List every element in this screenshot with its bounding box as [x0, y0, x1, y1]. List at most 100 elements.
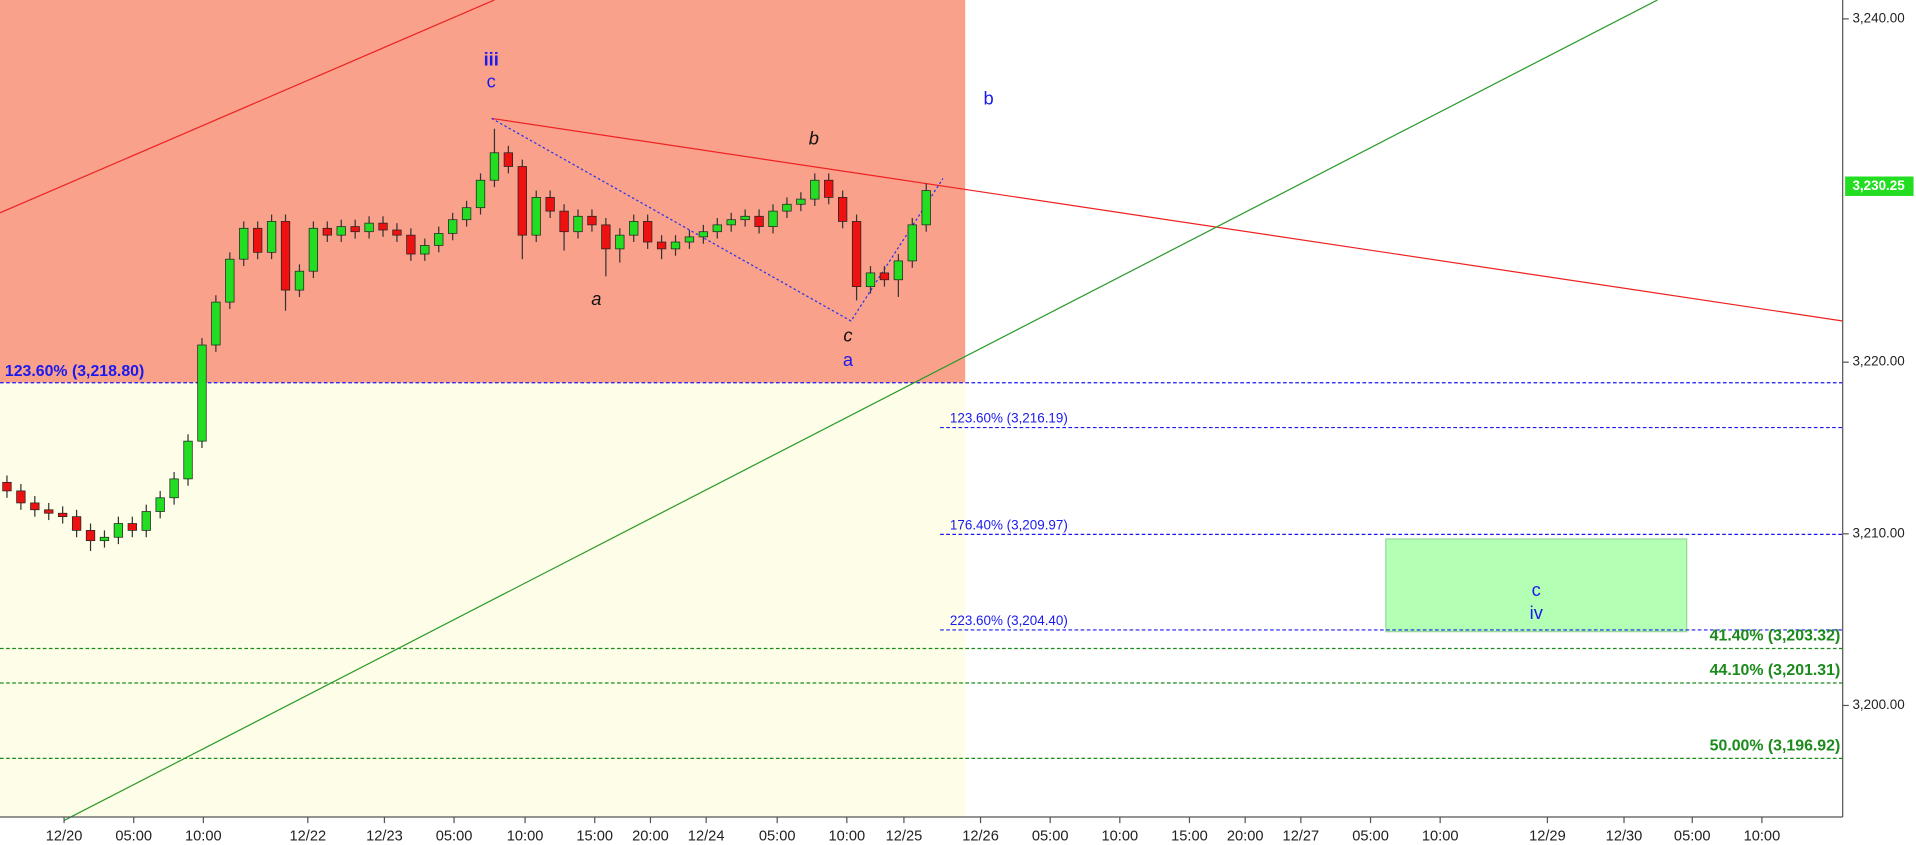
candle-body — [253, 227, 263, 253]
level-label: 41.40% (3,203.32) — [1710, 628, 1841, 645]
candle-body — [740, 215, 750, 221]
candle-body — [879, 272, 890, 281]
candle-body — [280, 221, 291, 291]
x-tick-label: 05:00 — [115, 828, 152, 844]
candle-body — [587, 215, 597, 226]
x-tick-label: 15:00 — [576, 828, 613, 844]
x-tick-label: 12/22 — [289, 828, 326, 844]
candle-body — [169, 478, 179, 499]
candle-body — [406, 234, 416, 255]
candle-body — [225, 258, 235, 303]
candle-body — [58, 512, 68, 518]
candle-body — [643, 221, 653, 243]
candle-body — [796, 198, 806, 205]
x-tick-label: 12/29 — [1529, 828, 1566, 844]
candle-body — [712, 224, 722, 233]
candle-body — [336, 226, 346, 236]
candle-body — [921, 190, 931, 226]
candle-body — [698, 231, 709, 238]
box-label: c — [1532, 579, 1541, 600]
level-label: 123.60% (3,218.80) — [5, 363, 144, 380]
x-tick-label: 12/23 — [366, 828, 403, 844]
candle-body — [197, 344, 207, 442]
wave-label: b — [809, 128, 819, 149]
wave-label: b — [983, 88, 993, 109]
wave-label: a — [591, 288, 601, 309]
target-box — [1385, 538, 1688, 633]
candle-body — [475, 179, 486, 209]
candle-body — [545, 197, 555, 212]
y-tick-label: 3,200.00 — [1852, 697, 1904, 712]
candle-body — [670, 241, 681, 250]
x-tick-label: 10:00 — [1744, 828, 1781, 844]
candle-body — [71, 516, 82, 531]
candle-body — [364, 222, 374, 233]
level-label: 176.40% (3,209.97) — [950, 517, 1068, 532]
candle-body — [824, 179, 834, 198]
candle-body — [420, 245, 430, 255]
level-label: 50.00% (3,196.92) — [1710, 737, 1841, 754]
x-tick-label: 05:00 — [1674, 828, 1711, 844]
x-tick-label: 10:00 — [185, 828, 222, 844]
wave-label: iii — [484, 49, 499, 70]
x-tick-label: 15:00 — [1171, 828, 1208, 844]
candle-body — [531, 197, 541, 236]
candle-body — [322, 227, 332, 236]
candle-body — [448, 219, 458, 234]
candle-body — [155, 497, 165, 512]
x-tick-label: 12/26 — [962, 828, 999, 844]
candle-body — [127, 523, 137, 531]
x-tick-label: 05:00 — [1032, 828, 1069, 844]
candle-body — [810, 179, 820, 200]
candle-body — [30, 502, 40, 511]
zone — [0, 382, 966, 818]
candle-body — [16, 490, 26, 504]
candle-body — [754, 215, 764, 227]
candle-body — [392, 229, 402, 236]
last-price-label: 3,230.25 — [1852, 178, 1905, 193]
candle-body — [559, 210, 569, 233]
last-price-tag — [1845, 176, 1914, 196]
x-tick-label: 05:00 — [1352, 828, 1389, 844]
candle-body — [838, 197, 848, 222]
candle-body — [768, 210, 778, 227]
candle-body — [141, 511, 151, 531]
candle-body — [865, 272, 876, 288]
x-tick-label: 12/27 — [1283, 828, 1320, 844]
x-tick-label: 10:00 — [828, 828, 865, 844]
x-tick-label: 12/20 — [46, 828, 83, 844]
candle-body — [503, 152, 514, 167]
x-tick-label: 12/25 — [886, 828, 923, 844]
candle-body — [726, 219, 736, 226]
wave-label: c — [487, 71, 496, 92]
candle-body — [99, 536, 110, 542]
candle-body — [44, 509, 54, 514]
candle-body — [239, 227, 249, 260]
candle-body — [573, 215, 583, 233]
candle-body — [211, 301, 221, 346]
candle-body — [782, 203, 792, 212]
candle-body — [893, 260, 904, 281]
trendline — [491, 117, 944, 322]
level-label: 123.60% (3,216.19) — [950, 411, 1068, 426]
candle-body — [684, 236, 695, 243]
candle-body — [517, 166, 527, 236]
level-label: 223.60% (3,204.40) — [950, 613, 1068, 628]
candle-body — [907, 224, 917, 262]
x-tick-label: 10:00 — [1101, 828, 1138, 844]
candle-body — [266, 221, 277, 253]
x-tick-label: 05:00 — [436, 828, 473, 844]
candle-body — [629, 221, 639, 236]
x-tick-label: 10:00 — [507, 828, 544, 844]
candle-body — [434, 233, 444, 246]
x-tick-label: 05:00 — [759, 828, 796, 844]
y-tick-label: 3,220.00 — [1852, 354, 1904, 369]
candle-body — [615, 234, 625, 250]
x-tick-label: 12/30 — [1606, 828, 1643, 844]
y-tick-label: 3,240.00 — [1852, 10, 1904, 25]
x-tick-label: 20:00 — [632, 828, 669, 844]
candle-body — [85, 530, 96, 542]
candle-body — [656, 241, 667, 250]
